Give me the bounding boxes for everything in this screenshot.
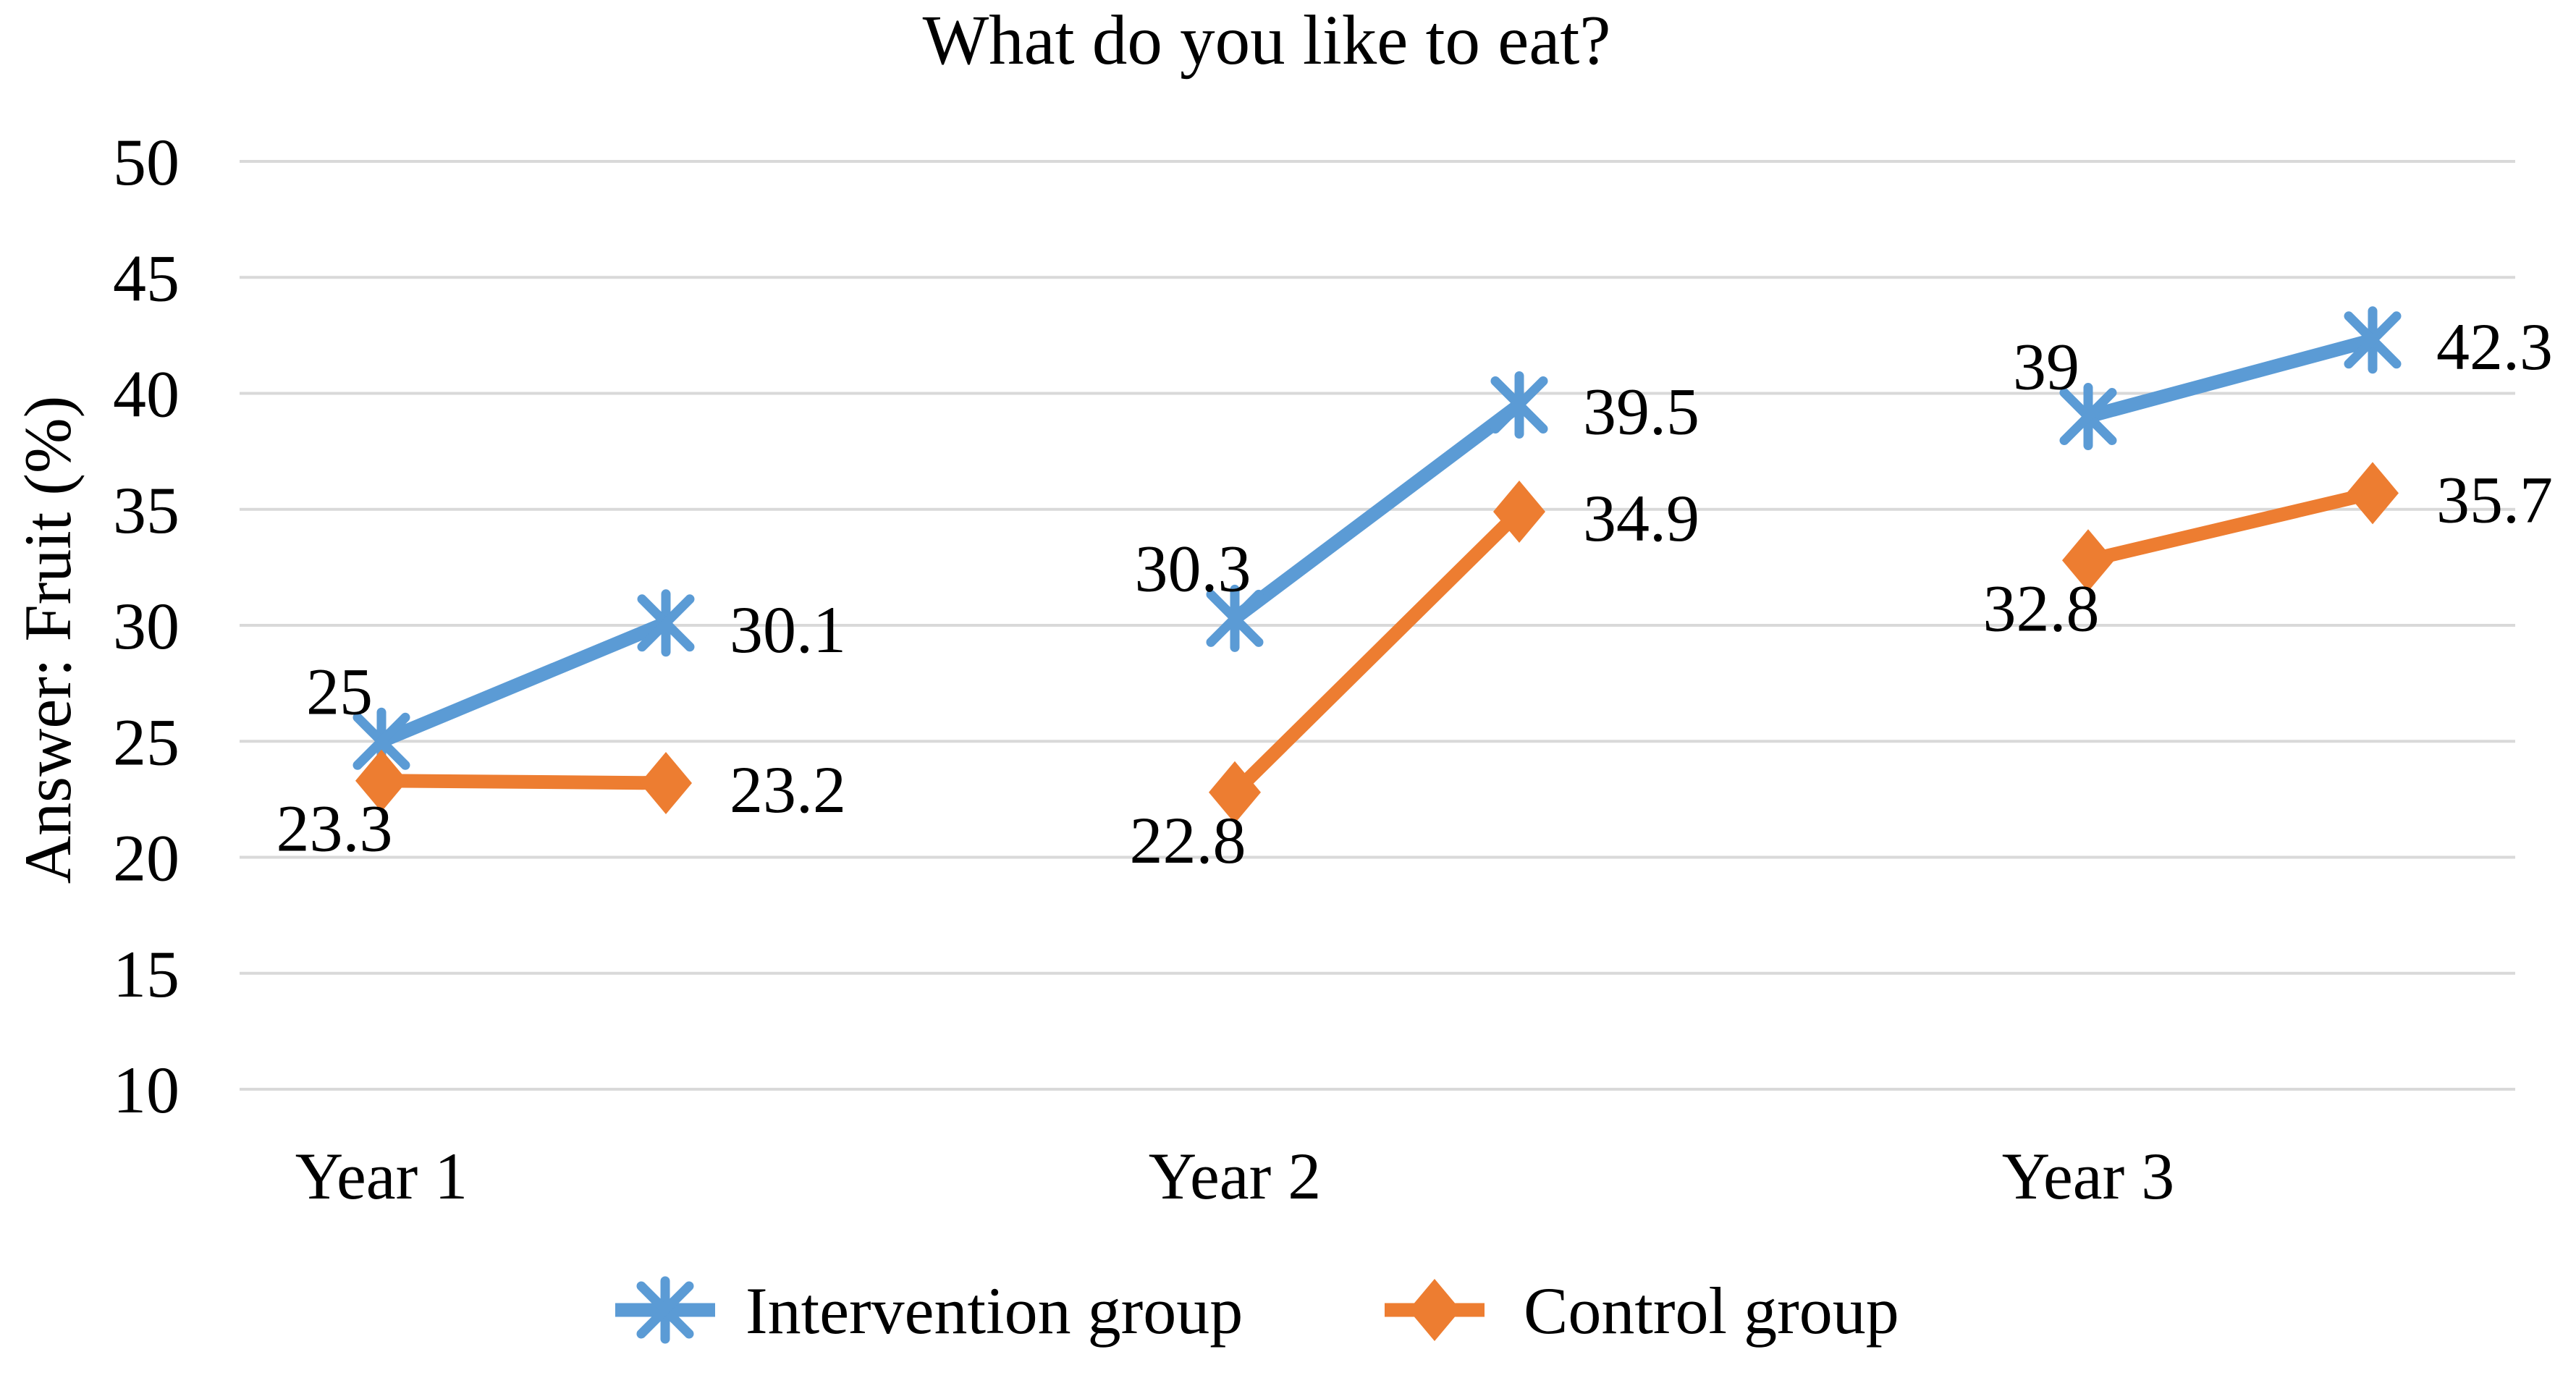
- data-label: 30.3: [1135, 531, 1251, 605]
- star-icon-stroke: [2344, 311, 2402, 369]
- data-label: 34.9: [1583, 481, 1699, 555]
- data-label: 35.7: [2436, 462, 2553, 536]
- diamond-icon: [2347, 462, 2399, 525]
- y-axis-tick-label: 25: [113, 705, 180, 779]
- diamond-icon: [2062, 529, 2114, 592]
- diamond-icon: [640, 751, 692, 814]
- data-label: 22.8: [1130, 803, 1246, 877]
- y-axis-tick-label: 30: [113, 589, 180, 663]
- chart-title: What do you like to eat?: [923, 1, 1611, 79]
- series-line-segment: [1230, 399, 1524, 624]
- star-icon: [1206, 584, 1264, 652]
- diamond-icon: [1493, 480, 1545, 543]
- star-icon: [1490, 371, 1548, 439]
- star-icon-stroke: [2059, 388, 2117, 446]
- x-axis-tick-label: Year 3: [2002, 1139, 2175, 1213]
- data-label: 32.8: [1983, 571, 2100, 645]
- diamond-icon: [1409, 1279, 1461, 1341]
- data-label: 39: [2013, 330, 2079, 404]
- star-icon: [2059, 383, 2117, 451]
- y-axis-title: Answer: Fruit (%): [11, 396, 85, 884]
- star-icon-stroke: [1206, 589, 1264, 647]
- star-icon-stroke: [637, 594, 695, 652]
- data-label: 23.3: [276, 792, 393, 866]
- y-axis-tick-label: 15: [113, 937, 180, 1011]
- star-icon-stroke: [1490, 376, 1548, 434]
- y-axis-tick-label: 10: [113, 1053, 180, 1127]
- star-icon: [2344, 306, 2402, 374]
- star-icon-stroke: [636, 1281, 694, 1339]
- series-line-segment: [2086, 486, 2375, 567]
- series-line-segment: [2086, 333, 2375, 423]
- x-axis-tick-label: Year 2: [1149, 1139, 1322, 1213]
- diamond-icon: [355, 749, 407, 812]
- y-axis-tick-label: 20: [113, 821, 180, 895]
- diamond-icon: [1209, 761, 1261, 824]
- data-label: 30.1: [730, 593, 846, 667]
- star-icon: [637, 589, 695, 657]
- legend-label: Intervention group: [746, 1274, 1243, 1348]
- series-line-segment: [379, 617, 669, 748]
- star-icon-stroke: [352, 712, 410, 770]
- data-label: 39.5: [1583, 375, 1699, 449]
- y-axis-tick-label: 40: [113, 358, 180, 431]
- y-axis-tick-label: 45: [113, 241, 180, 315]
- data-label: 23.2: [730, 753, 846, 827]
- star-icon: [636, 1276, 694, 1344]
- data-label: 25: [306, 654, 373, 728]
- data-label: 42.3: [2436, 310, 2553, 384]
- legend-label: Control group: [1524, 1274, 1899, 1348]
- series-line-segment: [1230, 507, 1524, 798]
- y-axis-tick-label: 35: [113, 473, 180, 547]
- y-axis-tick-label: 50: [113, 125, 180, 199]
- x-axis-tick-label: Year 1: [295, 1139, 468, 1213]
- series-line-segment: [381, 774, 667, 790]
